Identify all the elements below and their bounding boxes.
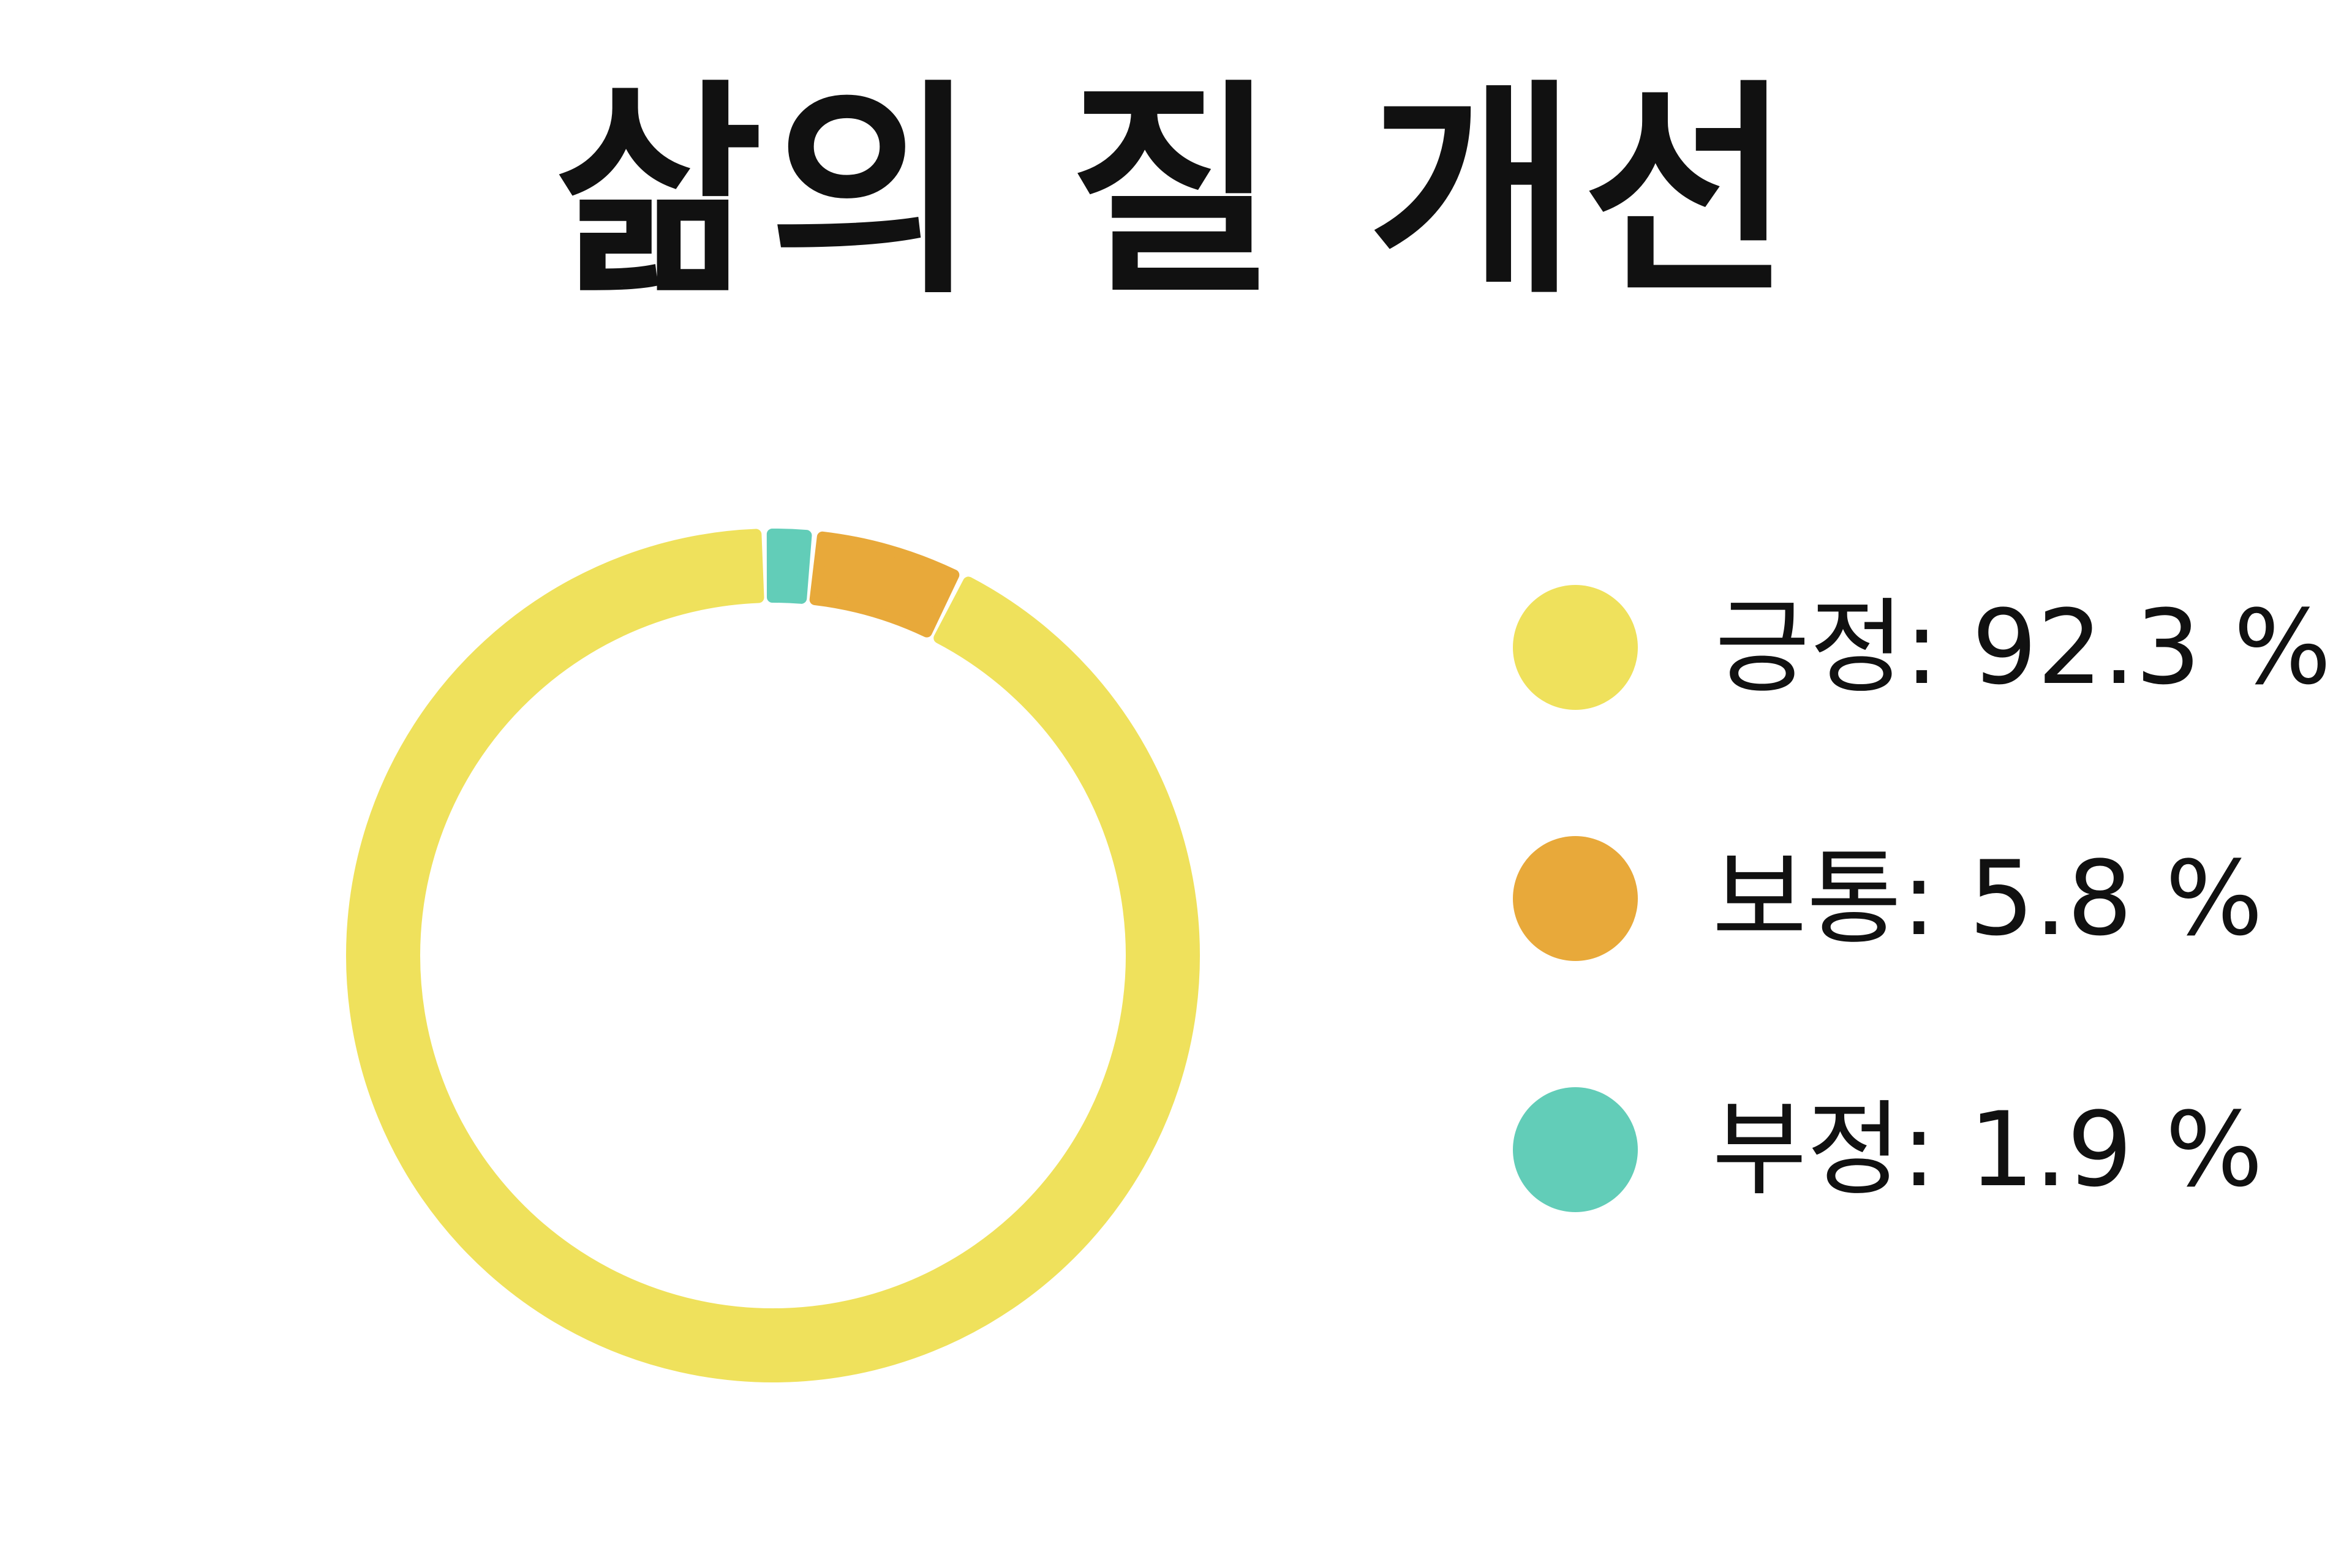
- legend-item-positive: 긍정: 92.3 %: [1513, 585, 2331, 714]
- legend-swatch-negative: [1513, 1087, 1638, 1212]
- chart-title: 삶의 질 개선: [554, 61, 1798, 325]
- legend-swatch-neutral: [1513, 836, 1638, 961]
- donut-segment-negative: [766, 529, 812, 604]
- legend-label-negative: 부정: 1.9 %: [1712, 1090, 2263, 1210]
- legend-label-positive: 긍정: 92.3 %: [1715, 587, 2332, 707]
- legend-item-negative: 부정: 1.9 %: [1513, 1087, 2309, 1216]
- donut-segment-positive: [346, 529, 1200, 1382]
- legend-label-neutral: 보통: 5.8 %: [1712, 839, 2263, 959]
- donut-segment-neutral: [809, 531, 960, 638]
- legend-item-neutral: 보통: 5.8 %: [1513, 836, 2309, 965]
- legend-swatch-positive: [1513, 585, 1638, 710]
